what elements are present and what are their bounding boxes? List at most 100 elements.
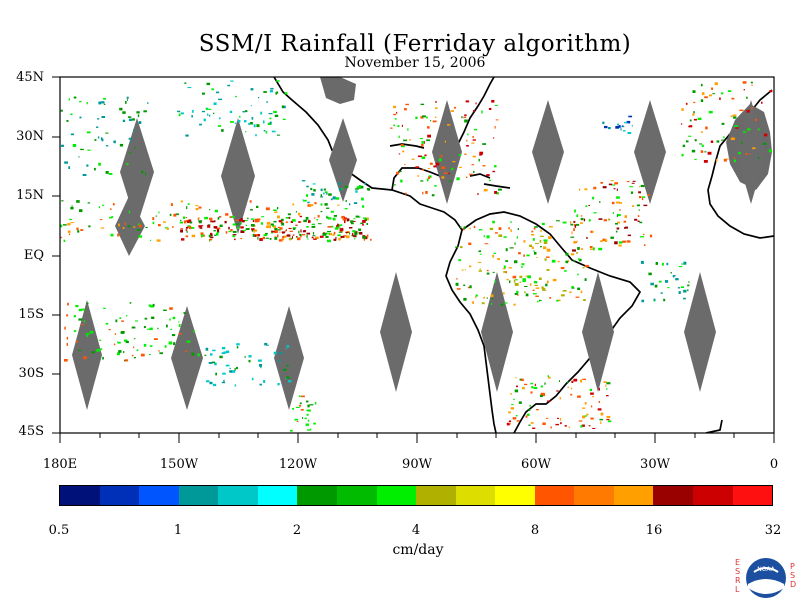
rain-cell [557,417,559,419]
rain-cell [236,346,239,349]
rain-cell [708,110,713,114]
rain-cell [214,234,217,236]
lat-label-45n: 45N [16,70,44,85]
rain-cell [638,209,640,211]
rain-cell [124,359,129,362]
rain-cell [73,330,77,332]
rain-cell [300,229,302,233]
rain-cell [271,130,276,133]
rain-cell [265,344,269,346]
rain-cell [337,204,340,206]
rain-cell [207,113,209,116]
rain-cell [603,381,607,383]
rain-cell [166,324,168,328]
rain-cell [494,232,498,234]
rain-cell [539,394,543,398]
rain-cell [361,197,364,201]
map-date: November 15, 2006 [344,55,486,71]
rain-cell [638,191,641,194]
rain-cell [75,305,79,308]
rain-cell [455,246,459,248]
rain-cell [209,114,211,117]
rain-cell [458,154,462,156]
rain-cell [110,208,112,210]
rain-cell [516,420,520,422]
rain-cell [681,153,684,157]
rain-cell [277,229,281,231]
rain-cell [473,170,475,173]
rain-cell [297,237,301,241]
rain-cell [441,176,445,179]
rain-cell [152,217,155,220]
rain-cell [710,140,714,143]
rain-cell [739,109,744,112]
rain-cell [516,290,519,294]
rain-cell [564,270,567,272]
rain-cell [502,268,506,270]
rain-cell [279,231,281,233]
rain-cell [110,233,114,237]
rain-cell [670,272,672,274]
rain-cell [469,285,472,289]
rain-cell [401,124,403,127]
rain-cell [198,222,202,224]
rain-cell [492,254,495,258]
rain-cell [113,140,116,144]
rain-cell [479,253,482,255]
rain-cell [473,225,476,228]
rain-cell [634,218,638,221]
map-title: SSM/I Rainfall (Ferriday algorithm) [198,31,632,57]
rain-cell [700,99,704,102]
rain-cell [124,222,126,226]
map-frame [59,76,775,434]
rain-cell [393,105,396,109]
colorbar-swatch-8 [376,486,417,505]
rain-cell [339,228,344,232]
rain-cell [647,194,650,196]
rain-cell [576,251,578,254]
rain-cell [327,226,332,228]
rain-cell [78,318,83,321]
colorbar-label-4: 4 [411,523,421,538]
rain-cell [589,388,592,392]
rain-cell [202,225,204,227]
rain-cell [536,409,539,411]
rain-cell [677,287,680,289]
rain-cell [593,186,597,190]
rain-cell [415,116,418,120]
rain-cell [188,219,192,222]
rain-cell [209,381,213,385]
rain-cell [316,219,319,221]
rain-cell [514,260,518,264]
colorbar-swatch-2 [139,486,179,505]
rain-cell [394,118,397,120]
rain-cell [629,186,634,188]
rain-cell [362,223,364,226]
rain-cell [641,299,645,303]
rain-cell [434,185,437,187]
rain-cell [580,290,583,294]
rain-cell [244,110,248,113]
rain-cell [339,182,341,184]
rain-cell [320,194,322,197]
rain-cell [509,221,513,223]
rain-cell [427,134,431,138]
rain-cell [475,294,478,297]
rain-cell [307,429,311,431]
rain-cell [128,210,131,214]
rain-cell [286,229,287,231]
rain-cell [572,249,576,252]
rain-cell [547,375,549,377]
rain-cell [154,338,158,340]
rain-cell [108,173,113,175]
rain-cell [183,312,186,314]
rain-cell [118,350,122,353]
rain-cell [590,392,594,395]
rain-cell [135,320,138,322]
rain-cell [627,234,631,237]
rain-cell [639,196,642,199]
rain-cell [276,91,279,94]
rain-cell [618,241,623,244]
rain-cell [306,235,308,238]
rain-cell [525,415,528,418]
